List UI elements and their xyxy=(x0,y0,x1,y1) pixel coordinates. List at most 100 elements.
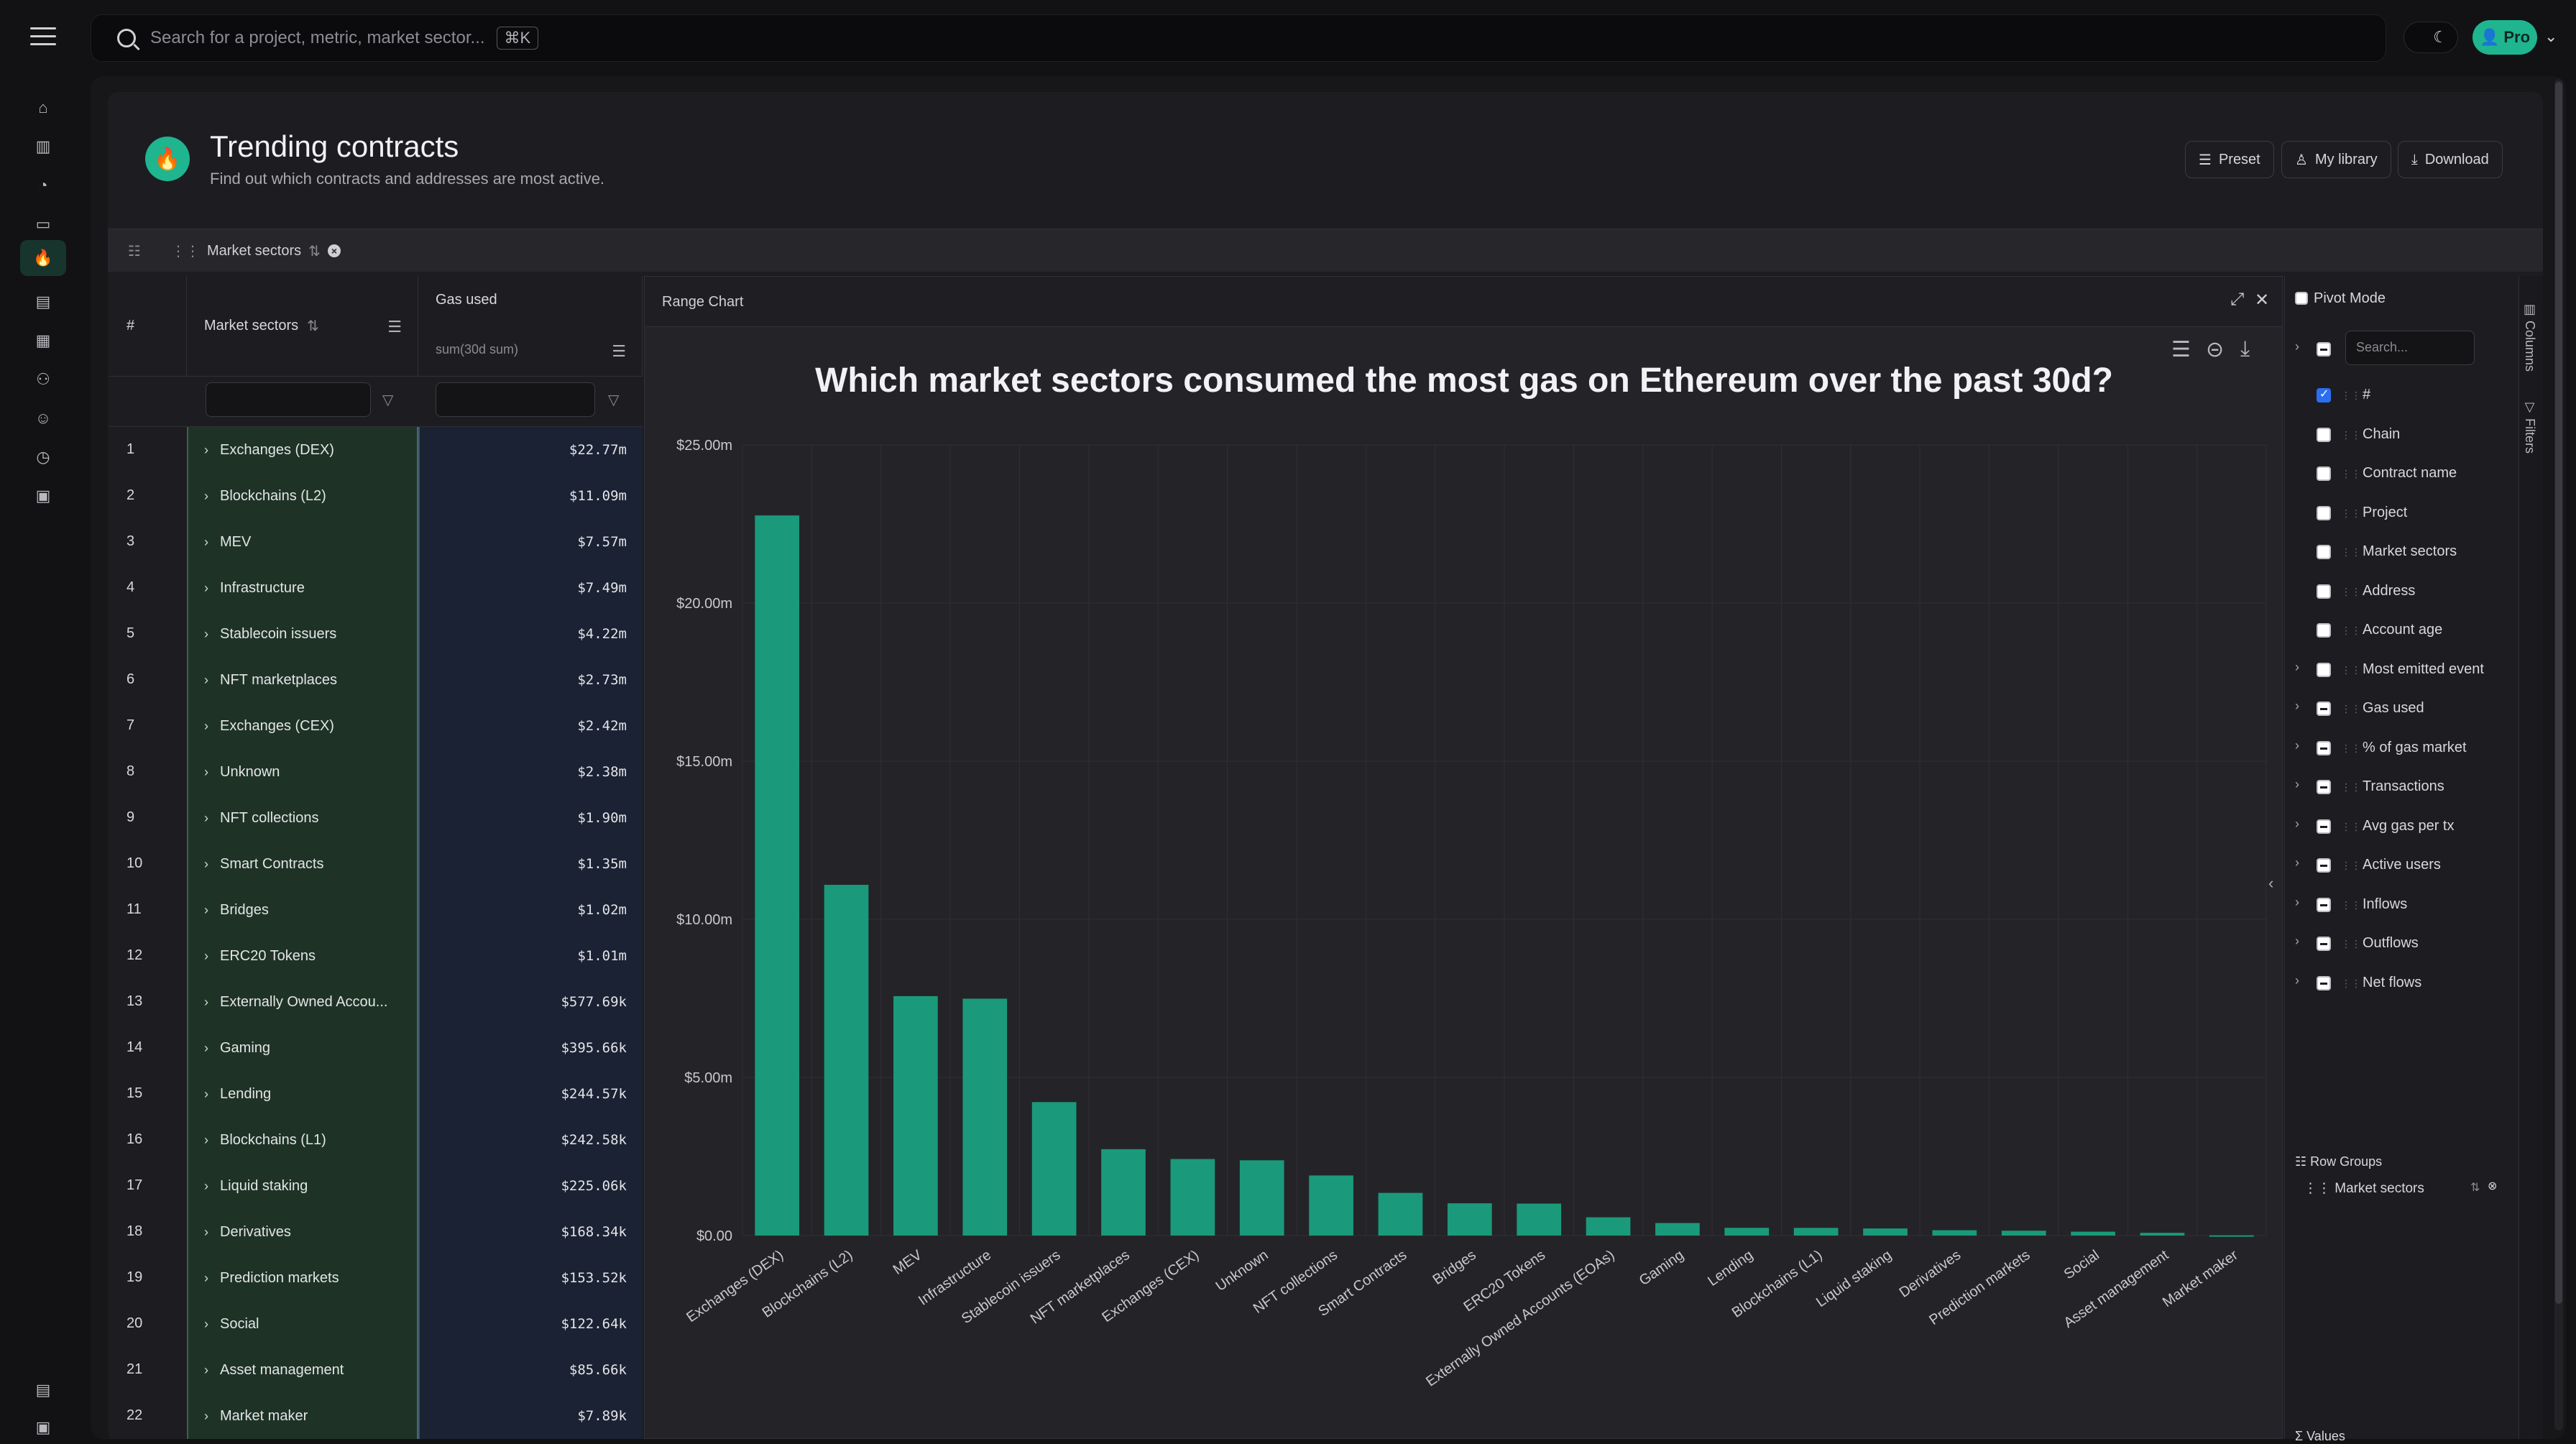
scrollbar-thumb[interactable] xyxy=(2555,82,2562,1304)
table-row[interactable]: 21 › Asset management $85.66k xyxy=(109,1347,643,1393)
chevron-right-icon[interactable]: › xyxy=(204,1408,208,1423)
header-num[interactable]: # xyxy=(109,276,187,377)
bar[interactable] xyxy=(2001,1231,2046,1236)
drag-handle-icon[interactable]: ⋮⋮ xyxy=(2341,390,2361,401)
chevron-right-icon[interactable]: › xyxy=(204,442,208,457)
preset-button[interactable]: ☰ Preset xyxy=(2185,141,2274,178)
column-checkbox[interactable] xyxy=(2317,505,2331,520)
row-sector-cell[interactable]: › Unknown xyxy=(187,749,418,795)
bar-chart-icon[interactable]: ▥ xyxy=(35,137,51,155)
chevron-right-icon[interactable]: › xyxy=(204,1040,208,1055)
select-all-checkbox[interactable] xyxy=(2317,342,2331,357)
column-menu-icon[interactable]: ☰ xyxy=(612,342,626,360)
column-checkbox[interactable] xyxy=(2317,975,2331,990)
bar[interactable] xyxy=(1170,1159,1215,1236)
row-sector-cell[interactable]: › Blockchains (L1) xyxy=(187,1117,418,1163)
gas-filter-input[interactable] xyxy=(436,382,595,417)
table-row[interactable]: 9 › NFT collections $1.90m xyxy=(109,795,643,841)
drag-handle-icon[interactable]: ⋮⋮ xyxy=(2341,742,2361,754)
chevron-right-icon[interactable]: › xyxy=(2295,659,2299,674)
chevron-down-icon[interactable]: ⌄ xyxy=(2544,27,2558,45)
docs-icon[interactable]: ▤ xyxy=(35,1381,51,1399)
row-sector-cell[interactable]: › Infrastructure xyxy=(187,565,418,611)
chevron-right-icon[interactable]: › xyxy=(2295,894,2299,909)
bar[interactable] xyxy=(1586,1217,1631,1236)
bar[interactable] xyxy=(1655,1223,1700,1236)
users-icon[interactable]: ⚇ xyxy=(36,370,50,388)
chevron-right-icon[interactable]: › xyxy=(2295,777,2299,791)
bar[interactable] xyxy=(1101,1149,1146,1236)
chevron-right-icon[interactable]: › xyxy=(2295,972,2299,988)
column-checkbox[interactable] xyxy=(2317,740,2331,755)
drag-handle-icon[interactable]: ⋮⋮ xyxy=(2341,507,2361,519)
chevron-right-icon[interactable]: › xyxy=(204,810,208,825)
chevron-right-icon[interactable]: › xyxy=(204,1178,208,1193)
filter-icon[interactable]: ▽ xyxy=(608,392,620,408)
bar[interactable] xyxy=(1378,1192,1423,1236)
table-row[interactable]: 13 › Externally Owned Accou... $577.69k xyxy=(109,979,643,1025)
table-row[interactable]: 1 › Exchanges (DEX) $22.77m xyxy=(109,427,643,473)
chevron-right-icon[interactable]: › xyxy=(204,626,208,641)
close-icon[interactable]: ⊗ xyxy=(2488,1180,2498,1192)
header-gas-used[interactable]: Gas used sum(30d sum) ☰ xyxy=(418,276,643,377)
folder-icon[interactable]: ▭ xyxy=(35,215,51,233)
row-group-item[interactable]: ⋮⋮ Market sectors xyxy=(2304,1181,2424,1196)
column-checkbox[interactable] xyxy=(2317,387,2331,403)
my-library-button[interactable]: ♙ My library xyxy=(2281,141,2391,178)
row-sector-cell[interactable]: › Lending xyxy=(187,1071,418,1117)
chevron-right-icon[interactable]: › xyxy=(2295,699,2299,713)
column-checkbox[interactable] xyxy=(2317,427,2331,442)
chevron-right-icon[interactable]: › xyxy=(204,672,208,687)
drag-handle-icon[interactable]: ⋮⋮ xyxy=(2341,663,2361,676)
columns-search-input[interactable]: Search... xyxy=(2345,331,2475,365)
chevron-right-icon[interactable]: › xyxy=(204,1270,208,1285)
bar[interactable] xyxy=(1031,1102,1077,1236)
close-icon[interactable]: × xyxy=(327,244,341,257)
user-icon[interactable]: ☺ xyxy=(34,409,52,427)
download-icon[interactable]: ⤓ xyxy=(2240,337,2250,361)
chevron-right-icon[interactable]: › xyxy=(204,902,208,917)
money-icon[interactable]: ▣ xyxy=(35,487,51,505)
drag-handle-icon[interactable]: ⋮⋮ xyxy=(2341,546,2361,558)
document-icon[interactable]: ▤ xyxy=(35,293,51,311)
table-row[interactable]: 4 › Infrastructure $7.49m xyxy=(109,565,643,611)
column-checkbox[interactable] xyxy=(2317,858,2331,873)
drag-handle-icon[interactable]: ⋮⋮ xyxy=(2341,428,2361,441)
column-menu-icon[interactable]: ☰ xyxy=(387,318,402,336)
table-row[interactable]: 12 › ERC20 Tokens $1.01m xyxy=(109,933,643,979)
bar[interactable] xyxy=(2071,1231,2115,1236)
chevron-right-icon[interactable]: › xyxy=(204,488,208,503)
expand-icon[interactable]: ⤢ xyxy=(2230,290,2245,309)
table-row[interactable]: 22 › Market maker $7.89k xyxy=(109,1393,643,1439)
download-button[interactable]: ⤓ Download xyxy=(2398,141,2503,178)
bar[interactable] xyxy=(1309,1175,1353,1236)
table-row[interactable]: 10 › Smart Contracts $1.35m xyxy=(109,841,643,887)
row-sector-cell[interactable]: › Liquid staking xyxy=(187,1163,418,1209)
row-sector-cell[interactable]: › Derivatives xyxy=(187,1209,418,1255)
drag-handle-icon[interactable]: ⋮⋮ xyxy=(2341,860,2361,871)
bar[interactable] xyxy=(755,515,800,1236)
column-checkbox[interactable] xyxy=(2317,584,2331,599)
bar[interactable] xyxy=(893,995,938,1236)
link-icon[interactable]: ⊝ xyxy=(2206,338,2225,362)
chevron-right-icon[interactable]: › xyxy=(204,580,208,595)
table-row[interactable]: 3 › MEV $7.57m xyxy=(109,519,643,565)
drag-handle-icon[interactable]: ⋮⋮ xyxy=(171,243,200,259)
table-row[interactable]: 17 › Liquid staking $225.06k xyxy=(109,1163,643,1209)
row-sector-cell[interactable]: › Social xyxy=(187,1301,418,1347)
table-row[interactable]: 6 › NFT marketplaces $2.73m xyxy=(109,657,643,703)
bar[interactable] xyxy=(1447,1203,1492,1236)
row-sector-cell[interactable]: › Gaming xyxy=(187,1025,418,1071)
account-button[interactable]: 👤 Pro xyxy=(2472,20,2537,55)
chevron-right-icon[interactable]: › xyxy=(204,764,208,779)
row-sector-cell[interactable]: › Market maker xyxy=(187,1393,418,1439)
table-row[interactable]: 7 › Exchanges (CEX) $2.42m xyxy=(109,703,643,749)
chevron-right-icon[interactable]: › xyxy=(204,1224,208,1239)
drag-handle-icon[interactable]: ⋮⋮ xyxy=(2341,585,2361,597)
chevron-right-icon[interactable]: › xyxy=(2295,816,2299,831)
pie-chart-icon[interactable]: ◔ xyxy=(38,176,48,194)
row-sector-cell[interactable]: › ERC20 Tokens xyxy=(187,933,418,979)
row-sector-cell[interactable]: › Stablecoin issuers xyxy=(187,611,418,657)
table-row[interactable]: 16 › Blockchains (L1) $242.58k xyxy=(109,1117,643,1163)
row-sector-cell[interactable]: › NFT marketplaces xyxy=(187,657,418,703)
